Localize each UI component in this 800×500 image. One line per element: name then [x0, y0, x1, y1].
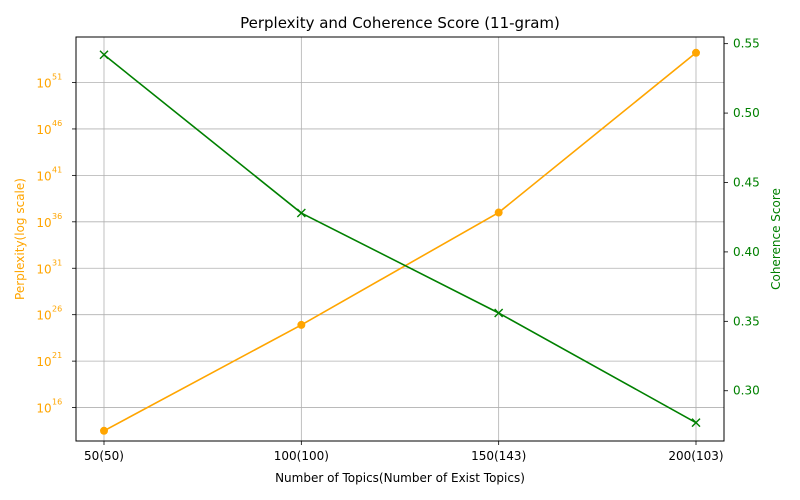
right-y-tick-label: 0.55 — [733, 37, 760, 51]
x-tick-label: 200(103) — [668, 449, 723, 463]
left-y-tick-exponent: 36 — [52, 212, 62, 221]
left-y-tick-label: 10 — [36, 355, 51, 369]
left-y-tick-exponent: 21 — [52, 351, 62, 360]
coherence-point — [691, 418, 701, 428]
x-tick-label: 100(100) — [274, 449, 329, 463]
plot-frame — [75, 36, 725, 442]
right-y-tick-label: 0.35 — [733, 314, 760, 328]
left-y-tick-label: 10 — [36, 216, 51, 230]
coherence-point — [99, 50, 109, 60]
left-y-tick-label: 10 — [36, 262, 51, 276]
x-tick-label: 50(50) — [84, 449, 124, 463]
left-y-tick-label: 10 — [36, 123, 51, 137]
perplexity-point — [100, 426, 108, 435]
coherence-point-stroke — [296, 208, 306, 218]
perplexity-point — [692, 48, 700, 57]
right-y-tick-label: 0.40 — [733, 245, 760, 259]
perplexity-point — [297, 320, 306, 329]
x-tick-label: 150(143) — [471, 449, 526, 463]
coherence-point-stroke — [691, 418, 701, 428]
coherence-point — [296, 208, 306, 218]
x-axis-label: Number of Topics(Number of Exist Topics) — [275, 471, 525, 485]
left-y-axis-label: Perplexity(log scale) — [13, 178, 27, 300]
left-y-tick-exponent: 16 — [52, 398, 62, 407]
perplexity-point — [494, 208, 503, 217]
chart-title: Perplexity and Coherence Score (11-gram) — [240, 14, 560, 32]
left-y-tick-exponent: 31 — [52, 258, 62, 267]
right-y-tick-label: 0.45 — [733, 175, 760, 189]
left-y-tick-exponent: 26 — [52, 305, 62, 314]
left-y-tick-label: 10 — [36, 402, 51, 416]
left-y-tick-label: 10 — [36, 169, 51, 183]
right-y-axis-label: Coherence Score — [769, 188, 783, 290]
perplexity-series-line — [103, 52, 697, 432]
left-y-tick-exponent: 51 — [52, 73, 62, 82]
right-y-axis: 0.30 0.35 0.40 0.45 0.50 0.55 — [724, 37, 760, 398]
grid-lines — [76, 37, 724, 441]
left-y-tick-label: 10 — [36, 77, 51, 91]
right-y-tick-label: 0.50 — [733, 106, 760, 120]
coherence-point-stroke — [494, 308, 504, 318]
left-y-tick-exponent: 46 — [52, 119, 62, 128]
left-y-tick-label: 10 — [36, 309, 51, 323]
right-y-tick-label: 0.30 — [733, 384, 760, 398]
x-axis: 50(50) 100(100) 150(143) 200(103) — [84, 441, 724, 463]
left-y-tick-exponent: 41 — [52, 165, 62, 174]
coherence-point-stroke — [99, 50, 109, 60]
series-layer — [99, 48, 701, 435]
coherence-point — [494, 308, 504, 318]
coherence-series-line — [103, 54, 697, 424]
